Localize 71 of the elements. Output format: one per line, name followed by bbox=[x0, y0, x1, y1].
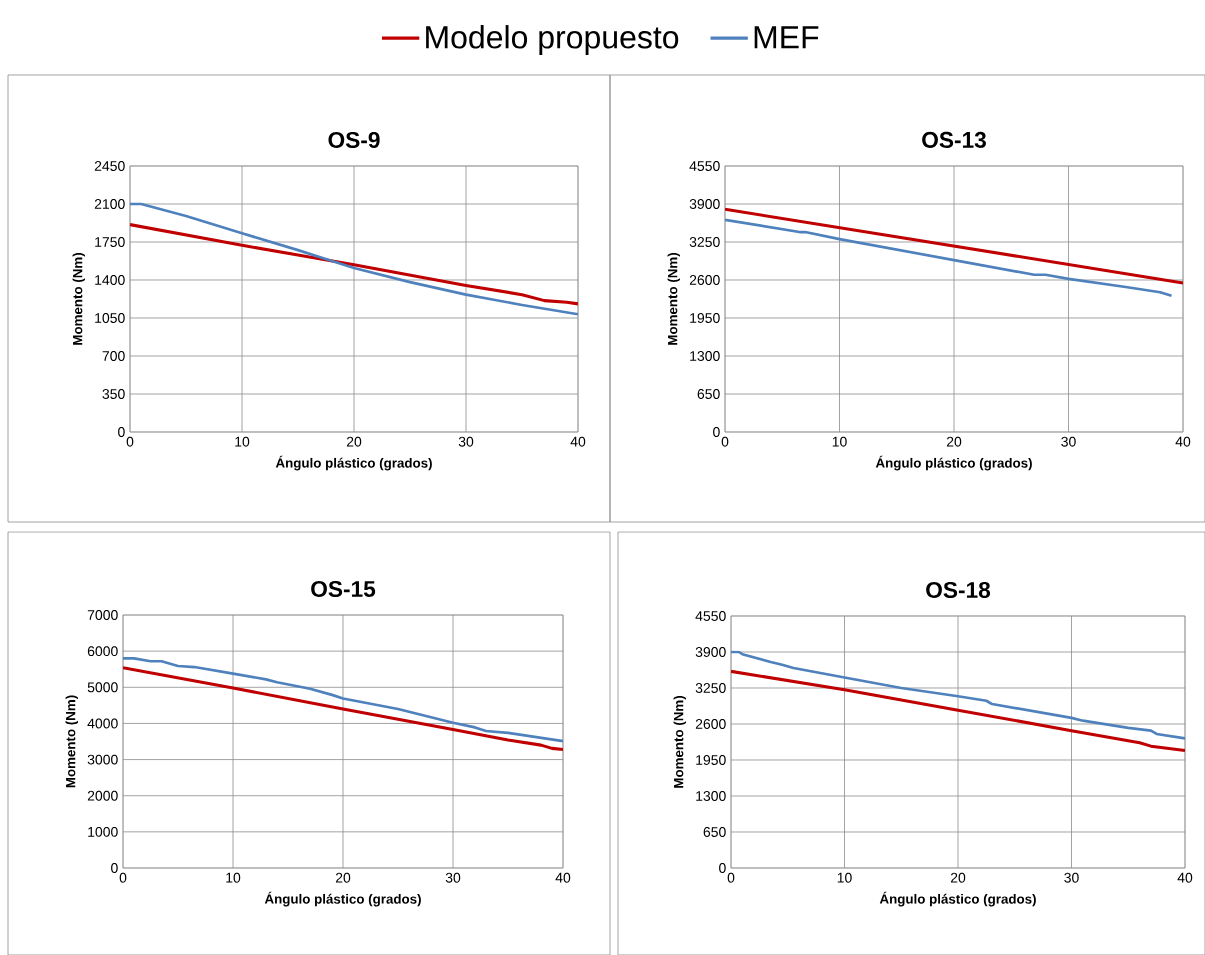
x-tick-label: 20 bbox=[950, 872, 966, 883]
x-tick-label: 10 bbox=[226, 872, 241, 883]
y-axis-title: Momento (Nm) bbox=[72, 253, 85, 345]
x-tick-label: 30 bbox=[445, 872, 461, 883]
y-tick-label: 1300 bbox=[690, 351, 720, 361]
x-tick-label: 0 bbox=[126, 436, 134, 447]
chart-title: OS-9 bbox=[328, 131, 380, 148]
x-tick-label: 30 bbox=[1064, 872, 1079, 883]
x-tick-label: 20 bbox=[335, 872, 351, 883]
x-tick-label: 30 bbox=[1061, 436, 1076, 447]
x-tick-label: 10 bbox=[837, 872, 852, 883]
y-tick-label: 650 bbox=[703, 827, 726, 837]
y-tick-label: 3250 bbox=[695, 683, 726, 693]
chart-title: OS-18 bbox=[926, 581, 991, 598]
y-tick-label: 2450 bbox=[94, 161, 125, 171]
y-tick-label: 3900 bbox=[689, 199, 720, 209]
x-axis-title: Ángulo plástico (grados) bbox=[879, 891, 1036, 907]
x-tick-label: 20 bbox=[346, 436, 362, 447]
y-tick-label: 0 bbox=[111, 863, 118, 873]
y-axis-title: Momento (Nm) bbox=[673, 696, 686, 788]
x-tick-label: 40 bbox=[555, 872, 571, 883]
x-axis-title: Ángulo plástico (grados) bbox=[875, 455, 1032, 471]
x-axis-title: Ángulo plástico (grados) bbox=[275, 455, 432, 471]
y-tick-label: 0 bbox=[713, 427, 720, 437]
y-tick-label: 1000 bbox=[88, 826, 118, 837]
y-tick-label: 1950 bbox=[696, 755, 726, 765]
line-series bbox=[123, 666, 564, 751]
y-tick-label: 5000 bbox=[87, 682, 118, 693]
y-tick-label: 4550 bbox=[695, 611, 726, 621]
line-series bbox=[130, 202, 579, 316]
y-tick-label: 1750 bbox=[95, 237, 125, 247]
legend-label: MEF bbox=[754, 26, 819, 49]
y-tick-label: 2600 bbox=[695, 719, 726, 729]
y-axis-title: Momento (Nm) bbox=[65, 695, 78, 788]
x-tick-label: 20 bbox=[946, 436, 962, 447]
x-tick-label: 10 bbox=[235, 436, 250, 447]
y-tick-label: 4000 bbox=[87, 718, 118, 729]
line-series bbox=[731, 669, 1186, 753]
y-tick-label: 2000 bbox=[87, 790, 118, 801]
y-tick-label: 700 bbox=[102, 351, 125, 361]
y-tick-label: 6000 bbox=[87, 646, 118, 657]
x-tick-label: 40 bbox=[1175, 436, 1191, 447]
x-tick-label: 10 bbox=[832, 436, 847, 447]
y-tick-label: 1050 bbox=[95, 313, 125, 323]
x-axis-title: Ángulo plástico (grados) bbox=[264, 891, 421, 907]
y-tick-label: 3250 bbox=[689, 237, 720, 247]
line-series bbox=[725, 218, 1173, 298]
chart-title: OS-15 bbox=[311, 580, 376, 597]
y-tick-label: 1300 bbox=[696, 791, 726, 801]
y-tick-label: 1400 bbox=[95, 275, 125, 285]
y-tick-label: 350 bbox=[102, 389, 125, 399]
y-tick-label: 3900 bbox=[695, 647, 726, 657]
y-axis-title: Momento (Nm) bbox=[667, 253, 680, 345]
x-tick-label: 40 bbox=[570, 436, 586, 447]
line-series bbox=[731, 650, 1186, 740]
y-tick-label: 2100 bbox=[94, 199, 125, 209]
y-tick-label: 7000 bbox=[87, 610, 118, 620]
y-tick-label: 1950 bbox=[690, 313, 720, 323]
x-tick-label: 30 bbox=[458, 436, 474, 447]
line-series bbox=[123, 657, 564, 743]
line-series bbox=[130, 223, 579, 306]
y-tick-label: 4550 bbox=[689, 161, 720, 171]
y-tick-label: 0 bbox=[118, 427, 125, 437]
chart-title: OS-13 bbox=[922, 131, 986, 148]
y-tick-label: 0 bbox=[719, 863, 726, 873]
x-tick-label: 0 bbox=[727, 872, 735, 883]
y-tick-label: 650 bbox=[697, 389, 720, 399]
legend-label: Modelo propuesto bbox=[426, 25, 679, 55]
y-tick-label: 2600 bbox=[689, 275, 720, 285]
x-tick-label: 40 bbox=[1177, 872, 1193, 883]
y-tick-label: 3000 bbox=[87, 754, 118, 765]
